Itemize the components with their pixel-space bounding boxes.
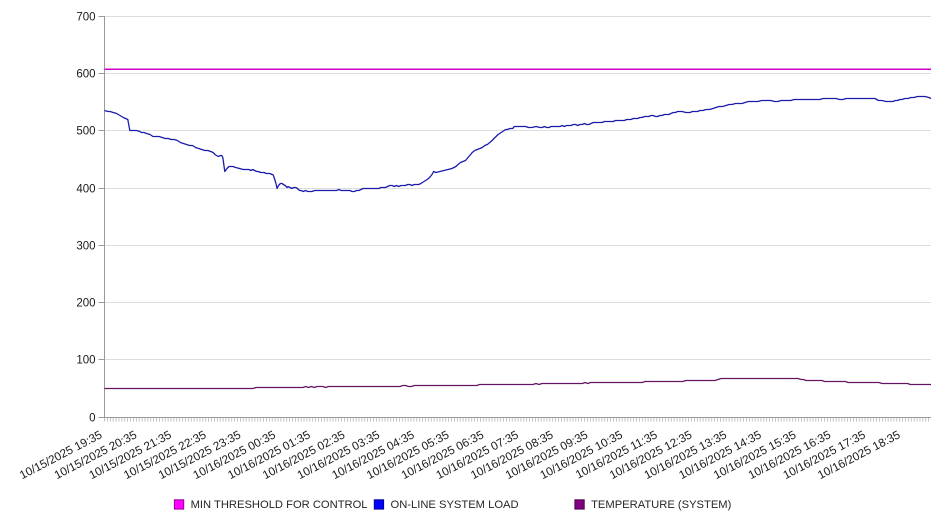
svg-text:TEMPERATURE (SYSTEM): TEMPERATURE (SYSTEM) [591,499,732,511]
svg-text:100: 100 [76,354,95,366]
svg-text:500: 500 [76,125,95,137]
svg-text:200: 200 [76,297,95,309]
svg-text:0: 0 [89,412,95,424]
svg-text:MIN THRESHOLD FOR CONTROL: MIN THRESHOLD FOR CONTROL [191,499,368,511]
svg-text:600: 600 [76,68,95,80]
svg-text:ON-LINE SYSTEM LOAD: ON-LINE SYSTEM LOAD [391,499,519,511]
svg-text:400: 400 [76,183,95,195]
svg-text:700: 700 [76,11,95,23]
svg-text:300: 300 [76,240,95,252]
